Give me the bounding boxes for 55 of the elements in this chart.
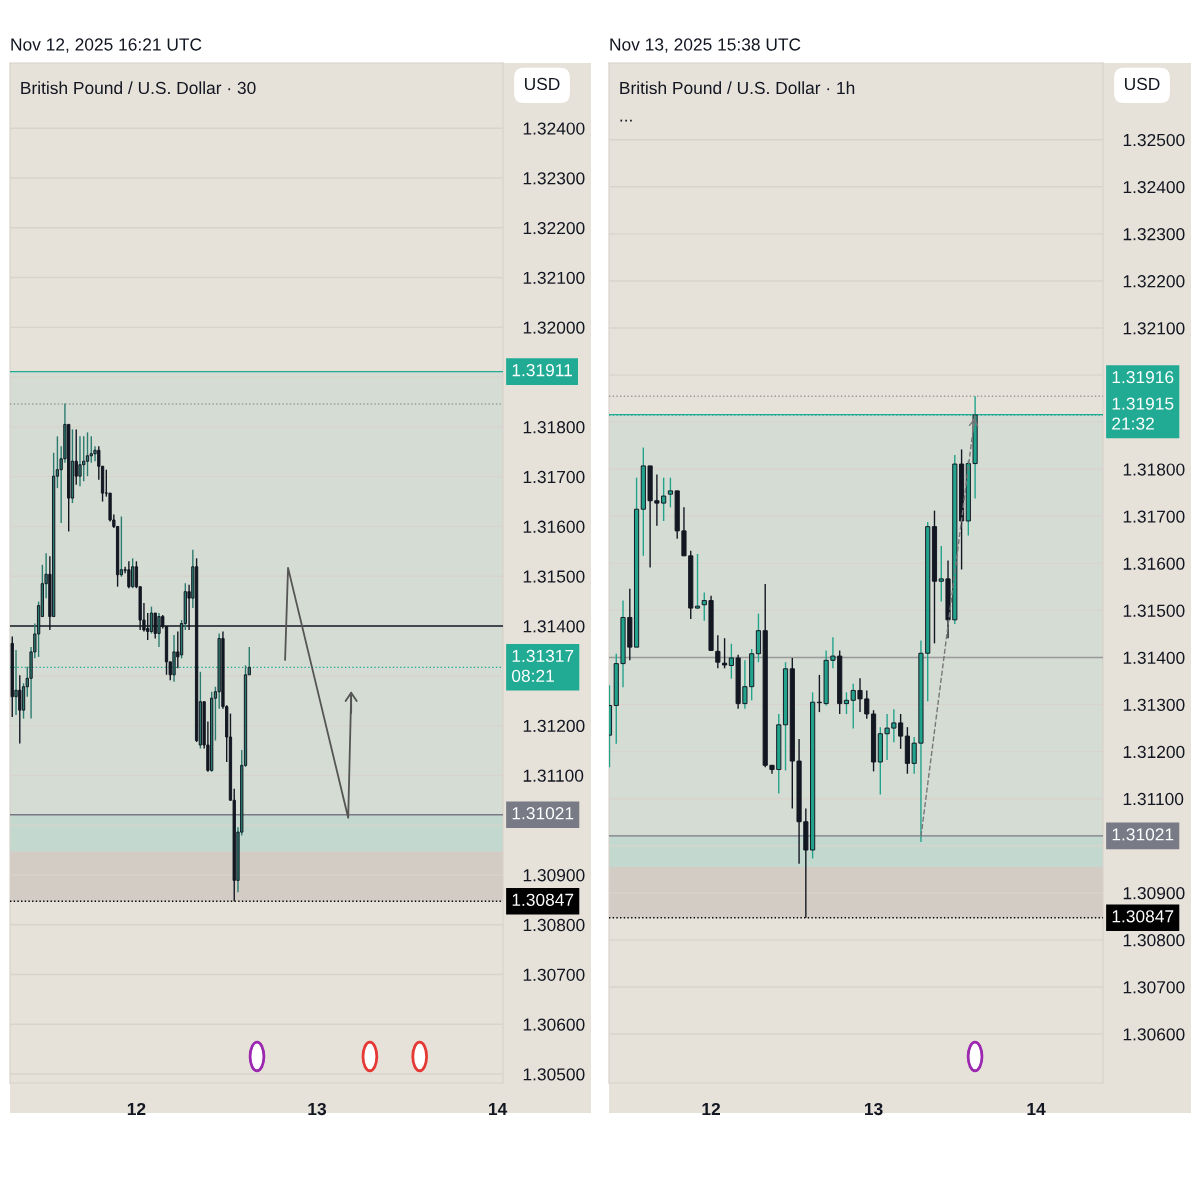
y-tick-label: 1.30900 xyxy=(523,869,585,882)
x-tick-label: 14 xyxy=(1027,1103,1046,1116)
y-tick-label: 1.30600 xyxy=(1123,1028,1185,1041)
text: British Pound / U.S. Dollar · 1h xyxy=(620,81,855,95)
y-tick-label: 1.32000 xyxy=(523,321,585,334)
annotation: ... xyxy=(620,119,632,122)
y-tick-label: 1.30700 xyxy=(523,968,585,981)
y-tick-label: 1.31600 xyxy=(523,520,585,533)
y-tick-label: 1.31700 xyxy=(1123,510,1185,523)
text: British Pound / U.S. Dollar · 30 xyxy=(21,81,256,95)
y-tick-label: 1.31400 xyxy=(523,620,585,633)
y-tick-label: 1.32100 xyxy=(1123,322,1185,335)
y-tick-label: 1.31200 xyxy=(1123,745,1185,759)
ref-line-label: 1.31911 xyxy=(512,364,572,377)
ref-line-label: 1.31021 xyxy=(1112,828,1174,841)
y-tick-label: 1.32100 xyxy=(523,271,585,285)
y-tick-label: 1.32300 xyxy=(1123,228,1185,241)
x-tick-label: 12 xyxy=(127,1102,146,1116)
y-tick-label: 1.32200 xyxy=(523,221,585,235)
y-tick-label: 1.31700 xyxy=(523,470,585,484)
text: Nov 13, 2025 15:38 UTC xyxy=(610,38,801,53)
ref-line-label: 1.30847 xyxy=(1112,910,1174,923)
y-tick-label: 1.32200 xyxy=(1123,275,1185,288)
y-tick-label: 1.31100 xyxy=(523,769,584,782)
y-tick-label: 1.31200 xyxy=(523,719,585,733)
y-tick-label: 1.31800 xyxy=(523,421,585,434)
ref-line-label: 1.31021 xyxy=(512,807,574,820)
y-tick-label: 1.30900 xyxy=(1123,887,1185,900)
y-tick-label: 1.30500 xyxy=(523,1068,585,1081)
x-tick-label: 13 xyxy=(308,1102,327,1116)
y-tick-label: 1.31600 xyxy=(1123,557,1185,570)
y-tick-label: 1.32400 xyxy=(1123,180,1185,194)
y-tick-label: 1.31400 xyxy=(1123,651,1185,664)
y-tick-label: 1.30600 xyxy=(523,1018,585,1031)
text: Nov 12, 2025 16:21 UTC xyxy=(11,38,202,53)
y-tick-label: 1.31800 xyxy=(1123,463,1185,476)
x-tick-label: 12 xyxy=(702,1102,721,1116)
y-tick-label: 1.31100 xyxy=(1123,792,1184,806)
y-tick-label: 1.31500 xyxy=(523,570,585,583)
ref-line-label: 1.31916 xyxy=(1112,370,1174,384)
y-tick-label: 1.30700 xyxy=(1123,981,1185,994)
text: USD xyxy=(525,77,560,91)
y-tick-label: 1.32400 xyxy=(523,122,585,135)
y-tick-label: 1.31500 xyxy=(1123,604,1185,617)
y-tick-label: 1.30800 xyxy=(523,918,585,932)
x-tick-label: 14 xyxy=(489,1103,508,1116)
text: USD xyxy=(1125,77,1160,91)
y-tick-label: 1.32500 xyxy=(1123,133,1185,147)
ref-line-label: 1.30847 xyxy=(512,893,574,906)
y-tick-label: 1.31300 xyxy=(1123,698,1185,712)
y-tick-label: 1.30800 xyxy=(1123,934,1185,947)
ref-line-label: 1.31317 08:21 xyxy=(512,649,574,682)
x-tick-label: 13 xyxy=(864,1102,883,1116)
ref-line-label: 1.31915 21:32 xyxy=(1112,397,1174,430)
y-tick-label: 1.32300 xyxy=(523,172,585,185)
